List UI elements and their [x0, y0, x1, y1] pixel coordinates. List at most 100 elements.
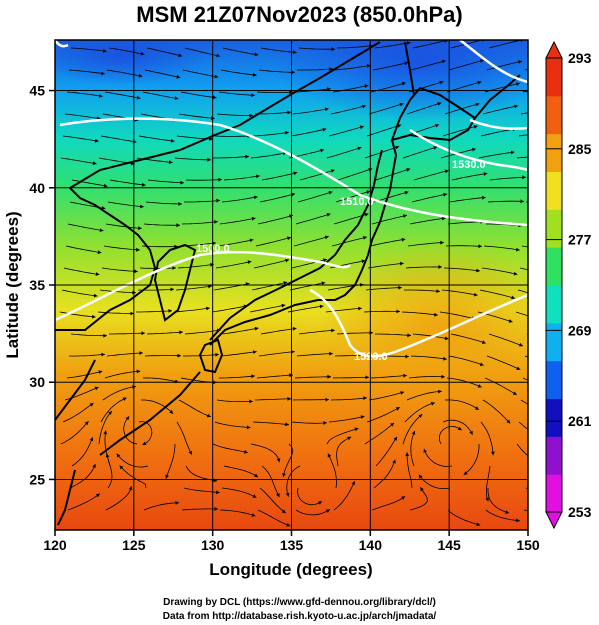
streamline-arrowhead: [89, 403, 94, 407]
streamline: [255, 111, 291, 115]
colorbar-segment: [546, 398, 562, 437]
streamline-arrowhead: [125, 416, 130, 421]
streamline-arrowhead: [322, 127, 327, 132]
streamline-arrowhead: [438, 389, 442, 394]
streamline-arrowhead: [285, 130, 289, 135]
streamline: [185, 179, 223, 181]
streamline-arrowhead: [363, 396, 367, 401]
streamline: [249, 304, 286, 313]
streamline-arrowhead: [541, 463, 545, 467]
streamline-arrowhead: [406, 41, 411, 45]
streamline: [485, 509, 520, 522]
streamline: [177, 263, 214, 269]
streamline-arrowhead: [508, 319, 513, 323]
x-axis: 120 125 130 135 140 145 150: [43, 530, 540, 553]
streamline: [298, 329, 335, 335]
streamline-arrowhead: [276, 458, 281, 463]
streamline-arrowhead: [212, 95, 217, 100]
streamline-arrowhead: [281, 509, 286, 514]
streamline-arrowhead: [176, 223, 180, 228]
credit-data: Data from http://database.rish.kyoto-u.a…: [162, 611, 437, 622]
streamline: [368, 103, 404, 115]
colorbar-label: 285: [568, 141, 592, 157]
streamline-arrowhead: [177, 353, 181, 358]
streamline-arrowhead: [443, 192, 448, 197]
streamline: [223, 465, 259, 478]
streamline-arrowhead: [178, 53, 183, 58]
streamline-arrowhead: [406, 168, 411, 172]
streamline: [447, 221, 484, 225]
streamline-arrowhead: [329, 67, 333, 71]
streamline-arrowhead: [434, 312, 438, 317]
streamline: [326, 427, 359, 445]
streamline-arrowhead: [423, 448, 427, 453]
streamline: [486, 355, 521, 370]
streamline-arrowhead: [512, 391, 517, 395]
streamline: [102, 386, 137, 401]
streamline-arrowhead: [216, 53, 220, 58]
streamline: [250, 443, 280, 463]
streamline: [108, 47, 145, 55]
streamline: [375, 333, 412, 336]
streamline: [63, 267, 100, 275]
streamline-arrowhead: [249, 399, 253, 404]
streamline-arrowhead: [395, 407, 400, 411]
streamline-arrowhead: [361, 259, 366, 264]
streamline: [486, 60, 522, 71]
streamline-arrowhead: [128, 486, 133, 490]
streamline-arrowhead: [108, 411, 112, 415]
x-tick-label: 140: [359, 537, 383, 553]
streamline: [183, 487, 220, 493]
streamline: [62, 135, 99, 142]
streamline: [138, 421, 153, 446]
streamline: [402, 413, 423, 445]
streamline-arrowhead: [101, 71, 105, 76]
streamline: [181, 508, 219, 511]
streamline-arrowhead: [141, 331, 145, 336]
streamline: [136, 310, 173, 313]
coastline-china: [55, 187, 157, 331]
streamline: [370, 375, 407, 379]
streamline: [518, 421, 528, 431]
streamline-arrowhead: [364, 212, 369, 217]
streamline-arrowhead: [285, 258, 289, 263]
streamline: [441, 289, 478, 296]
streamline-arrowhead: [92, 464, 96, 468]
streamline: [261, 465, 280, 498]
streamline-arrowhead: [84, 421, 89, 426]
streamline-arrowhead: [101, 352, 105, 357]
streamline-arrowhead: [92, 314, 96, 319]
streamline-arrowhead: [329, 351, 333, 356]
streamline-arrowhead: [351, 481, 355, 486]
streamline-arrowhead: [252, 494, 257, 498]
contour-label-1510: 1510.0: [340, 196, 374, 208]
x-tick-label: 145: [437, 537, 461, 553]
x-tick-label: 150: [516, 537, 540, 553]
streamline-arrowhead: [400, 261, 404, 266]
streamline-arrowhead: [103, 183, 108, 188]
streamline-arrowhead: [433, 146, 438, 150]
streamline: [481, 267, 518, 275]
streamline-arrowhead: [168, 309, 172, 313]
streamline-arrowhead: [436, 289, 440, 293]
streamline: [296, 353, 333, 357]
streamline-arrowhead: [474, 406, 479, 410]
streamline: [258, 69, 295, 73]
streamline: [173, 307, 210, 313]
streamline-arrowhead: [520, 199, 524, 204]
y-axis: 25 30 35 40 45: [29, 83, 55, 487]
streamline: [65, 245, 102, 254]
streamline: [297, 68, 334, 71]
streamline: [401, 311, 438, 316]
streamline: [449, 197, 486, 203]
streamline: [70, 333, 107, 337]
coastline-kurils: [474, 74, 521, 119]
streamline-arrowhead: [285, 492, 290, 497]
streamline: [336, 45, 373, 49]
streamline: [138, 135, 175, 142]
streamline-arrowhead: [331, 328, 335, 333]
streamline: [141, 399, 174, 414]
streamline-arrowhead: [216, 490, 220, 495]
streamline: [326, 147, 362, 159]
streamline: [336, 436, 352, 467]
